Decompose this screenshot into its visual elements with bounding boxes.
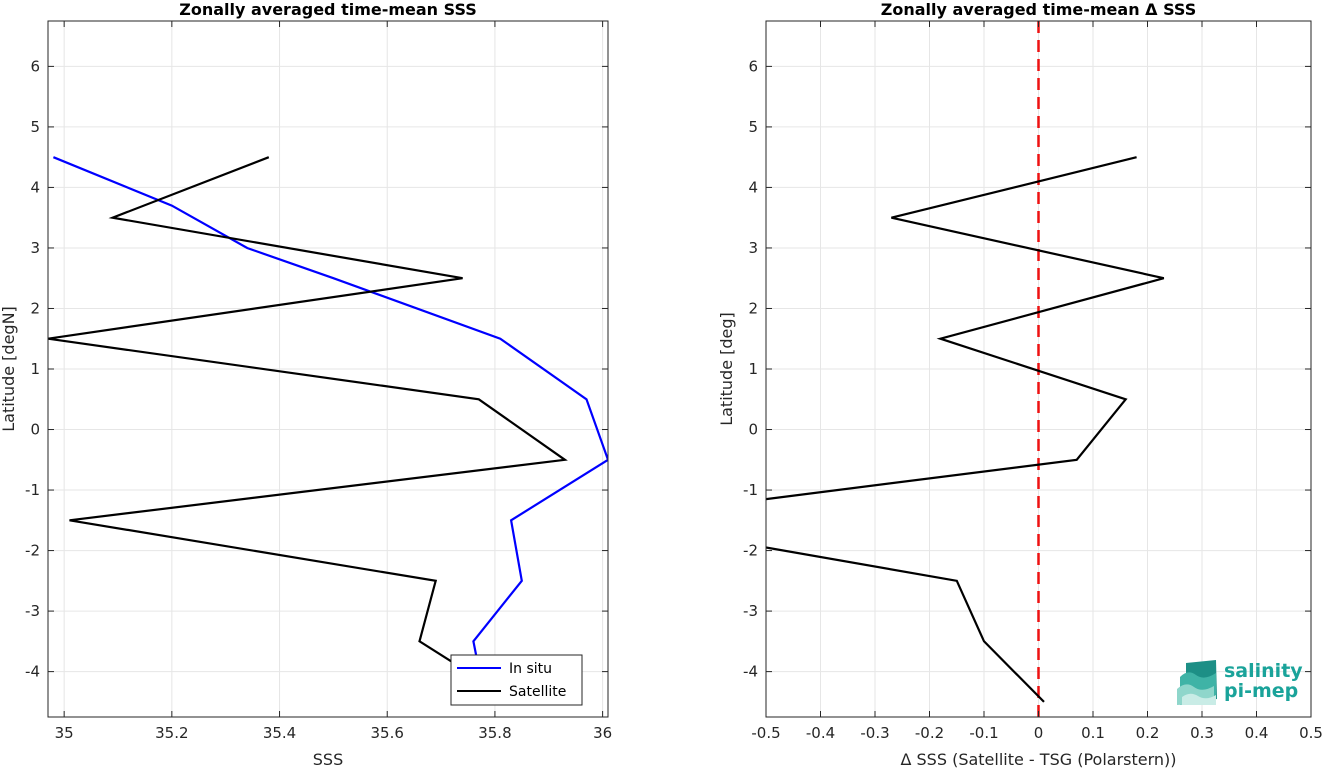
x-tick-label: 35.8 [478,724,511,742]
salinity-pi-mep-logo: salinity pi-mep [1177,660,1303,705]
legend: In situ Satellite [450,654,583,706]
series-line-1 [48,156,568,670]
x-tick-label: 35.4 [263,724,296,742]
x-tick-label: 0 [1034,724,1044,742]
legend-label-in-situ: In situ [509,661,552,677]
y-tick-label: -4 [743,663,758,681]
y-tick-label: -2 [25,542,40,560]
right-panel: -0.5 -0.4 -0.3 -0.2 -0.1 0 0.1 0.2 0.3 0.4 0.5 -4 -3… [717,0,1323,769]
left-ticks: 35 35.2 35.4 35.6 35.8 36 -4 -3 -2 -1 0 1 2 3 4 5 6 [25,21,612,742]
right-chart-title: Zonally averaged time-mean Δ SSS [881,0,1197,19]
y-tick-label: 4 [30,178,40,196]
wave-logo-icon [1177,660,1217,705]
legend-box [450,654,583,706]
x-tick-label: -0.4 [806,724,835,742]
x-tick-label: -0.1 [969,724,998,742]
series-line-1 [766,546,1045,703]
y-tick-label: 3 [30,239,40,257]
series-line-0 [766,156,1165,501]
x-tick-label: 36 [593,724,612,742]
logo-text-pi-mep: pi-mep [1224,680,1298,702]
y-tick-label: -4 [25,663,40,681]
x-tick-label: 0.1 [1081,724,1105,742]
y-tick-label: 2 [30,299,40,317]
y-tick-label: 3 [748,239,758,257]
right-series [766,21,1165,717]
y-tick-label: 0 [30,421,40,439]
x-tick-label: 35 [55,724,74,742]
x-tick-label: 0.4 [1245,724,1269,742]
x-tick-label: 0.5 [1299,724,1323,742]
left-series [48,156,608,670]
series-line-0 [52,156,608,669]
y-tick-label: 5 [748,118,758,136]
y-tick-label: 1 [748,360,758,378]
y-tick-label: 6 [30,57,40,75]
y-tick-label: -1 [25,481,40,499]
x-tick-label: 0.2 [1136,724,1160,742]
left-chart-title: Zonally averaged time-mean SSS [179,0,477,19]
y-tick-label: 6 [748,57,758,75]
legend-label-satellite: Satellite [509,684,566,700]
y-tick-label: -2 [743,542,758,560]
x-tick-label: 35.6 [371,724,404,742]
y-tick-label: -1 [743,481,758,499]
logo-text-salinity: salinity [1224,660,1303,682]
left-x-axis-label: SSS [313,750,343,769]
x-tick-label: -0.5 [751,724,780,742]
left-grid [48,21,608,717]
right-x-axis-label: Δ SSS (Satellite - TSG (Polarstern)) [900,750,1176,769]
x-tick-label: 0.3 [1190,724,1214,742]
y-tick-label: 2 [748,299,758,317]
right-y-axis-label: Latitude [deg] [717,312,736,426]
y-tick-label: 4 [748,178,758,196]
left-y-axis-label: Latitude [degN] [0,306,18,432]
y-tick-label: -3 [743,602,758,620]
right-ticks: -0.5 -0.4 -0.3 -0.2 -0.1 0 0.1 0.2 0.3 0.4 0.5 -4 -3… [743,21,1323,742]
y-tick-label: 1 [30,360,40,378]
left-panel: 35 35.2 35.4 35.6 35.8 36 -4 -3 -2 -1 0 1 2 3 4 5 6 Zona… [0,0,612,769]
x-tick-label: -0.3 [860,724,889,742]
y-tick-label: 5 [30,118,40,136]
y-tick-label: -3 [25,602,40,620]
x-tick-label: -0.2 [915,724,944,742]
x-tick-label: 35.2 [155,724,188,742]
y-tick-label: 0 [748,421,758,439]
